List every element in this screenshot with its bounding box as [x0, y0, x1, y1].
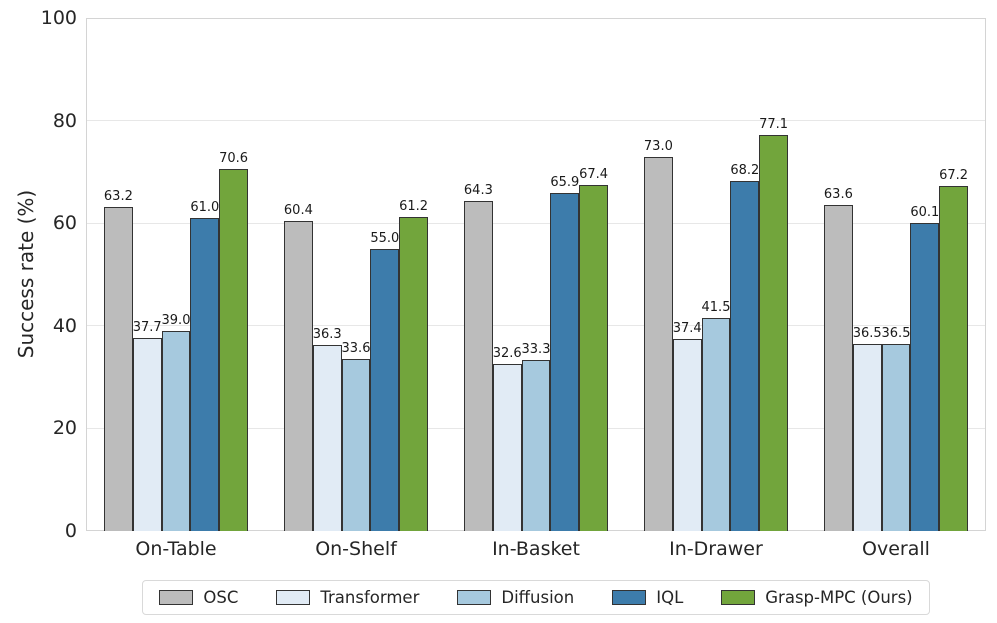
- legend-label: Grasp-MPC (Ours): [765, 588, 913, 607]
- bar-value-label: 63.2: [103, 188, 133, 204]
- bar: [579, 185, 608, 531]
- bar-value-label: 77.1: [759, 117, 789, 133]
- bar-value-label: 36.3: [312, 326, 342, 342]
- bar-value-label: 36.5: [881, 325, 911, 341]
- bar: [759, 135, 788, 531]
- bar-value-label: 37.4: [672, 321, 702, 337]
- x-tick-label: On-Table: [135, 538, 217, 560]
- legend: OSC Transformer Diffusion IQL Grasp-MPC (Our…: [86, 580, 986, 615]
- y-tick-label: 100: [40, 7, 77, 29]
- gridline: [87, 222, 985, 224]
- bar-value-label: 33.3: [521, 342, 551, 358]
- bar-value-label: 63.6: [823, 186, 853, 202]
- bar: [672, 339, 702, 531]
- y-tick-label: 60: [52, 212, 77, 235]
- bar: [284, 221, 313, 531]
- bar: [464, 201, 493, 531]
- bar-value-label: 61.0: [190, 200, 220, 216]
- bar-value-label: 60.4: [283, 203, 313, 219]
- legend-label: IQL: [656, 588, 684, 607]
- bar: [219, 168, 248, 531]
- bar-value-label: 37.7: [132, 319, 162, 335]
- bar: [399, 217, 428, 531]
- bar-value-label: 39.0: [161, 312, 191, 328]
- bar: [939, 186, 968, 531]
- gridline: [87, 325, 985, 327]
- y-tick-label: 80: [52, 109, 77, 132]
- bar-value-label: 33.6: [341, 340, 371, 356]
- bar-value-label: 60.1: [910, 204, 940, 220]
- legend-label: Transformer: [320, 588, 420, 607]
- legend-label: OSC: [203, 588, 239, 607]
- bar-value-label: 36.5: [852, 325, 882, 341]
- bar-value-label: 73.0: [643, 138, 673, 154]
- legend-item: OSC: [159, 588, 238, 607]
- legend-swatch-icon: [159, 590, 194, 605]
- legend-swatch-icon: [276, 590, 311, 605]
- bar-value-label: 67.2: [939, 168, 969, 184]
- legend-item: Diffusion: [457, 588, 574, 607]
- legend-swatch-icon: [457, 590, 492, 605]
- bar: [190, 218, 220, 531]
- bar: [370, 248, 400, 531]
- bar-value-label: 65.9: [550, 174, 580, 190]
- bar: [312, 344, 342, 531]
- bar: [881, 343, 911, 531]
- legend-item: IQL: [612, 588, 683, 607]
- y-tick-label: 20: [52, 417, 77, 440]
- legend-label: Diffusion: [501, 588, 575, 607]
- legend-item: Transformer: [276, 588, 419, 607]
- x-tick-label: On-Shelf: [315, 538, 397, 560]
- bar: [492, 363, 522, 531]
- bar: [701, 318, 731, 531]
- bar: [341, 358, 371, 531]
- bar: [644, 156, 673, 531]
- bar-value-label: 70.6: [219, 150, 249, 166]
- legend-item: Grasp-MPC (Ours): [721, 588, 913, 607]
- bar-value-label: 32.6: [492, 345, 522, 361]
- x-tick-label: Overall: [862, 538, 930, 560]
- legend-box: OSC Transformer Diffusion IQL Grasp-MPC (Our…: [142, 580, 930, 615]
- bar-value-label: 61.2: [399, 199, 429, 215]
- legend-swatch-icon: [612, 590, 647, 605]
- gridline: [87, 120, 985, 122]
- bar-value-label: 67.4: [579, 167, 609, 183]
- legend-swatch-icon: [721, 590, 756, 605]
- bar: [132, 337, 162, 531]
- bar: [104, 206, 133, 531]
- x-tick-label: In-Basket: [492, 538, 580, 560]
- bar: [161, 330, 191, 531]
- bar: [550, 192, 580, 531]
- bar: [521, 360, 551, 531]
- bar-value-label: 64.3: [463, 183, 493, 199]
- bar-value-label: 68.2: [730, 163, 760, 179]
- bar-value-label: 41.5: [701, 300, 731, 316]
- y-tick-label: 40: [52, 314, 77, 337]
- bar-value-label: 55.0: [370, 230, 400, 246]
- y-tick-label: 0: [64, 520, 77, 542]
- bar: [730, 181, 760, 531]
- bar: [852, 343, 882, 531]
- bar: [824, 204, 853, 531]
- bar: [910, 222, 940, 531]
- x-tick-label: In-Drawer: [669, 538, 763, 560]
